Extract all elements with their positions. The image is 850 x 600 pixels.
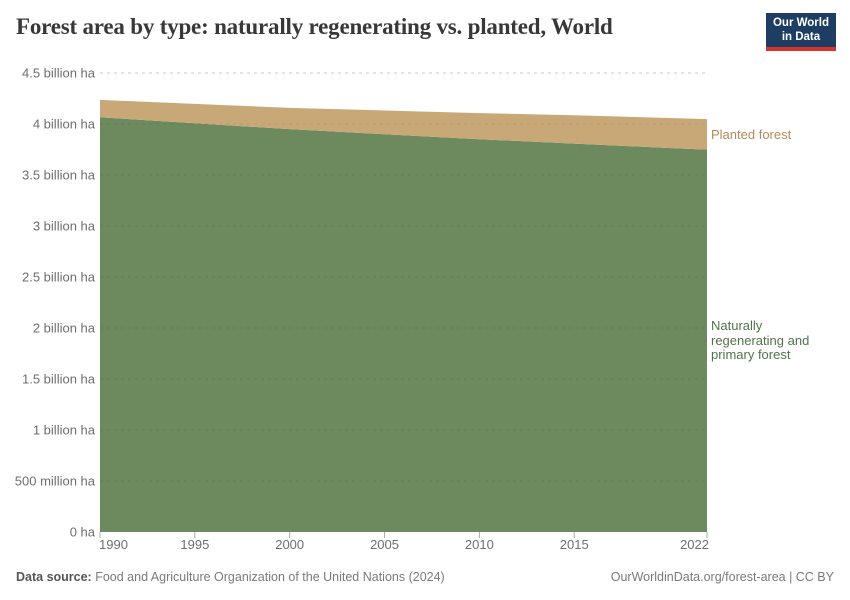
data-source-text: Food and Agriculture Organization of the… (91, 570, 445, 584)
y-axis-label: 1.5 billion ha (22, 372, 96, 387)
page-title: Forest area by type: naturally regenerat… (16, 14, 613, 39)
data-source-label: Data source: (16, 570, 92, 584)
x-axis-label: 2000 (275, 537, 304, 552)
y-axis-label: 1 billion ha (33, 423, 96, 438)
x-axis-label: 2015 (560, 537, 589, 552)
x-axis-label: 2005 (370, 537, 399, 552)
x-axis-label: 1990 (99, 537, 128, 552)
y-axis-label: 3.5 billion ha (22, 168, 96, 183)
y-axis-label: 500 million ha (15, 474, 96, 489)
y-axis-label: 2 billion ha (33, 321, 96, 336)
series-label-naturally-regenerating: Naturally regenerating and primary fores… (711, 318, 810, 362)
y-axis-label: 2.5 billion ha (22, 270, 96, 285)
y-axis-label: 3 billion ha (33, 219, 96, 234)
footer-link[interactable]: OurWorldinData.org/forest-area | CC BY (610, 570, 834, 584)
y-axis-label: 0 ha (70, 525, 96, 540)
y-axis-label: 4.5 billion ha (22, 66, 96, 81)
data-source-note: Data source: Food and Agriculture Organi… (16, 570, 445, 584)
area-naturally-regenerating-and-primary-forest[interactable] (100, 117, 707, 533)
y-axis-label: 4 billion ha (33, 117, 96, 132)
area-planted-forest[interactable] (100, 99, 707, 150)
series-label-planted-forest: Planted forest (711, 127, 792, 142)
owid-logo-line1: Our World (772, 17, 829, 29)
owid-logo-line2: in Data (781, 30, 821, 43)
owid-logo[interactable]: Our World in Data (765, 13, 836, 51)
x-axis-label: 2022 (680, 537, 709, 552)
x-axis-label: 2010 (465, 537, 494, 552)
x-axis-label: 1995 (180, 537, 209, 552)
